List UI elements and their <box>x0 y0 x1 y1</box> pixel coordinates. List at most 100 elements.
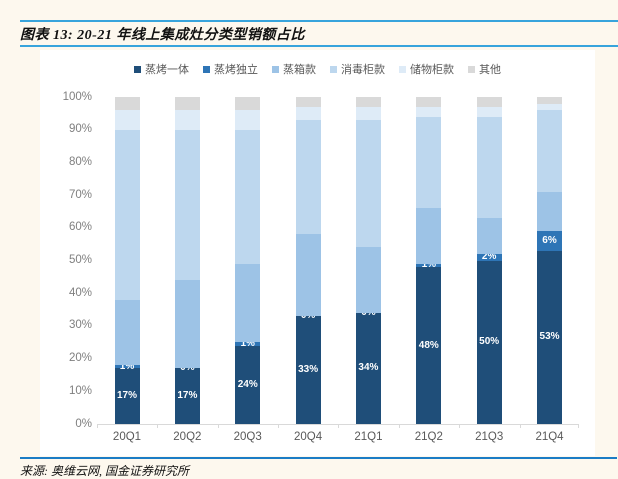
bar-segment <box>355 119 381 248</box>
legend-swatch-icon <box>468 65 475 73</box>
x-tick-label: 21Q1 <box>354 431 383 443</box>
legend-swatch-icon <box>330 65 337 73</box>
bar-segment <box>114 299 140 366</box>
data-label: 17% <box>177 390 198 402</box>
bar-segment <box>537 103 563 111</box>
y-tick-label: 90% <box>68 123 92 136</box>
x-tick-label: 20Q1 <box>112 431 142 443</box>
bar-segment <box>114 129 140 300</box>
y-axis: 0% 10% 20% 30% 40% 50% 60% 70% 80% 90% 100% <box>50 91 92 430</box>
y-tick-label: 0% <box>75 417 92 430</box>
y-tick-label: 50% <box>68 254 92 266</box>
legend-label: 蒸烤一体 <box>145 64 189 76</box>
legend-label: 储物柜款 <box>410 64 454 76</box>
bar-segment <box>416 106 442 117</box>
y-tick-label: 100% <box>62 90 92 103</box>
legend-swatch-icon <box>134 65 141 73</box>
figure-title: 图表 13: 20-21 年线上集成灶分类型销额占比 <box>20 28 305 43</box>
bar-segment <box>476 253 502 261</box>
bar-segment <box>355 312 381 424</box>
bar-segment <box>114 368 140 424</box>
bar-segment <box>295 119 321 235</box>
x-tick-label: 21Q3 <box>475 431 504 443</box>
legend-item: 其他 <box>468 61 501 77</box>
title-bottom-rule <box>20 45 618 47</box>
legend-label: 蒸箱款 <box>283 64 316 76</box>
bar-segment <box>476 116 502 218</box>
data-label: 34% <box>358 362 379 374</box>
bar-segment <box>537 231 563 251</box>
bar-segment <box>295 234 321 317</box>
data-label: 1% <box>119 360 135 372</box>
bar-segment <box>235 263 261 343</box>
source-rule <box>20 457 617 459</box>
bar-segment <box>295 316 321 424</box>
bar-segment <box>416 208 442 264</box>
data-label: 33% <box>298 364 319 376</box>
y-tick-label: 20% <box>68 352 92 365</box>
bar-segment <box>295 106 321 120</box>
y-tick-label: 80% <box>68 155 92 168</box>
bar-column-20Q2: 17%0% <box>174 97 200 424</box>
data-label: 17% <box>116 390 138 402</box>
bar-column-21Q3: 50% 2% <box>476 97 502 424</box>
legend-swatch-icon <box>203 65 210 73</box>
bar-segment <box>235 342 261 346</box>
x-axis-tick <box>97 424 98 428</box>
y-tick-label: 60% <box>68 221 92 234</box>
bar-segment <box>537 250 563 424</box>
plot-area: 17% 1% 20Q1 17%0% 20Q2 24% 1% 20Q3 33%0% 20Q4 34%0… <box>97 97 579 443</box>
data-label: 53% <box>539 331 560 343</box>
data-label: 2% <box>481 251 497 263</box>
bar-segment <box>355 247 381 313</box>
bar-segment <box>476 218 502 254</box>
y-tick-label: 30% <box>68 319 92 332</box>
bar-column-21Q2: 48% 1% <box>416 97 442 424</box>
bar-segment <box>416 97 442 107</box>
source-text: 来源: 奥维云网, 国金证券研究所 <box>20 464 189 478</box>
bar-segment <box>235 110 261 130</box>
legend-item: 蒸烤一体 <box>134 61 189 77</box>
bar-segment <box>537 97 563 104</box>
bar-segment <box>295 97 321 107</box>
bar-segment <box>174 368 200 424</box>
x-axis-tick <box>278 424 280 428</box>
bar-segment <box>416 116 442 209</box>
data-label: 6% <box>542 234 557 246</box>
legend-label: 其他 <box>479 64 501 76</box>
y-tick-label: 40% <box>68 286 92 299</box>
bar-column-20Q3: 24% 1% <box>235 97 261 424</box>
x-tick-label: 20Q3 <box>233 431 262 443</box>
x-axis-tick <box>578 424 579 428</box>
bar-segment <box>235 97 261 111</box>
x-tick-label: 21Q4 <box>535 431 564 443</box>
legend-item: 储物柜款 <box>399 61 454 77</box>
x-axis-tick <box>519 424 521 428</box>
x-axis-tick <box>338 424 340 428</box>
chart-legend: 蒸烤一体 蒸烤独立 蒸箱款 消毒柜款 储物柜款 其他 <box>40 60 595 78</box>
bar-segment <box>235 345 261 424</box>
legend-swatch-icon <box>272 65 279 73</box>
bar-column-20Q1: 17% 1% <box>114 97 140 424</box>
bar-segment <box>416 267 442 424</box>
bar-segment <box>416 263 442 268</box>
bar-column-20Q4: 33%0% <box>295 97 321 424</box>
x-tick-label: 21Q2 <box>414 431 443 443</box>
x-axis-tick <box>459 424 461 428</box>
x-axis-tick <box>398 424 400 428</box>
legend-item: 蒸烤独立 <box>203 61 258 77</box>
data-label: 1% <box>421 259 437 271</box>
y-tick-label: 70% <box>68 188 92 201</box>
bar-segment <box>476 97 502 107</box>
bar-segment <box>174 97 200 111</box>
x-axis-tick <box>217 424 219 428</box>
bar-segment <box>174 280 200 369</box>
bar-segment <box>114 365 140 369</box>
legend-label: 消毒柜款 <box>341 64 385 76</box>
bar-segment <box>355 106 381 120</box>
bar-segment <box>174 129 200 281</box>
x-axis-tick <box>157 424 159 428</box>
legend-item: 消毒柜款 <box>330 61 385 77</box>
bar-segment <box>355 97 381 107</box>
data-label: 1% <box>240 337 255 349</box>
